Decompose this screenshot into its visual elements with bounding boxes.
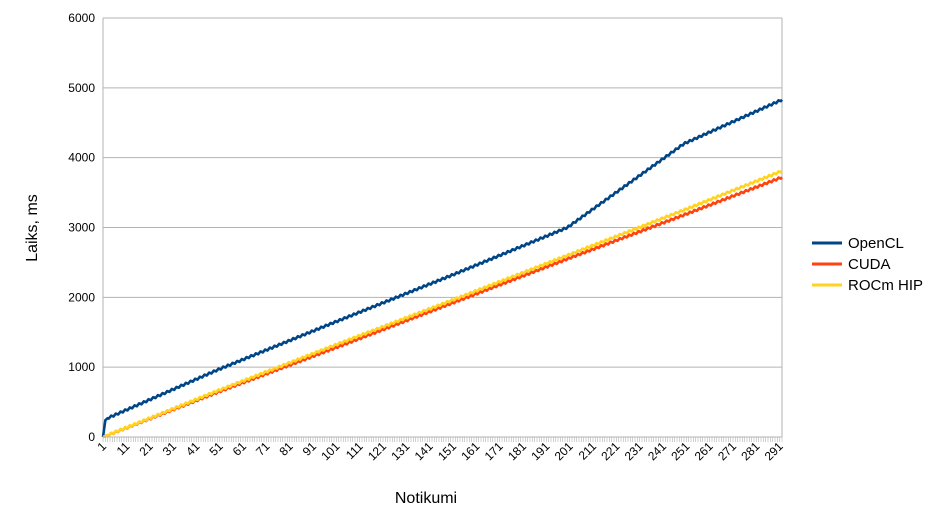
x-tick-label: 261 — [692, 439, 716, 463]
y-tick-label: 6000 — [68, 11, 95, 25]
legend-label-rocm-hip: ROCm HIP — [848, 277, 923, 294]
y-tick-label: 3000 — [68, 221, 95, 235]
x-tick-label: 221 — [598, 439, 622, 463]
x-tick-label: 41 — [183, 439, 203, 459]
x-tick-label: 51 — [206, 439, 226, 459]
y-axis-title: Laiks, ms — [24, 194, 41, 262]
x-tick-label: 1 — [94, 439, 109, 454]
legend-label-opencl: OpenCL — [848, 235, 904, 252]
x-tick-label: 271 — [715, 439, 739, 463]
x-tick-label: 181 — [505, 439, 529, 463]
x-tick-label: 11 — [114, 439, 133, 458]
grid-lines — [102, 17, 783, 438]
y-tick-label: 1000 — [68, 360, 95, 374]
x-tick-label: 121 — [365, 439, 389, 463]
x-tick-label: 201 — [552, 439, 576, 463]
x-tick-label: 281 — [738, 439, 762, 463]
legend-label-cuda: CUDA — [848, 256, 891, 273]
series-line-opencl — [101, 98, 784, 438]
y-tick-labels: 0 1000 2000 3000 4000 5000 6000 — [68, 11, 95, 444]
x-tick-label: 61 — [230, 439, 250, 459]
y-tick-label: 5000 — [68, 81, 95, 95]
x-tick-label: 31 — [160, 439, 180, 459]
x-tick-label: 291 — [762, 439, 786, 463]
x-tick-labels: 1 11 21 31 41 51 61 71 81 91 101 111 121 131 141 151 161… — [94, 437, 786, 463]
x-tick-label: 91 — [300, 439, 320, 459]
x-tick-label: 211 — [576, 439, 600, 463]
x-tick-label: 241 — [645, 439, 669, 463]
x-tick-label: 141 — [412, 439, 436, 463]
x-tick-label: 161 — [458, 439, 482, 463]
x-tick-label: 251 — [668, 439, 692, 463]
x-tick-label: 231 — [622, 439, 646, 463]
x-tick-label: 101 — [318, 439, 342, 463]
x-tick-label: 81 — [276, 439, 296, 459]
x-tick-label: 111 — [343, 439, 366, 462]
y-tick-label: 4000 — [68, 151, 95, 165]
series-line-rocm-hip — [102, 170, 784, 439]
y-tick-label: 2000 — [68, 290, 95, 304]
x-axis-title: Notikumi — [395, 490, 457, 507]
y-tick-label: 0 — [88, 430, 95, 444]
x-tick-label: 151 — [435, 439, 459, 463]
x-tick-label: 171 — [482, 439, 506, 463]
series-line-cuda — [102, 176, 784, 439]
series-lines — [101, 98, 784, 439]
legend: OpenCL CUDA ROCm HIP — [812, 235, 923, 294]
x-tick-label: 71 — [253, 439, 273, 459]
x-tick-label: 131 — [388, 439, 412, 463]
x-tick-label: 191 — [528, 439, 552, 463]
x-tick-label: 21 — [136, 439, 156, 459]
